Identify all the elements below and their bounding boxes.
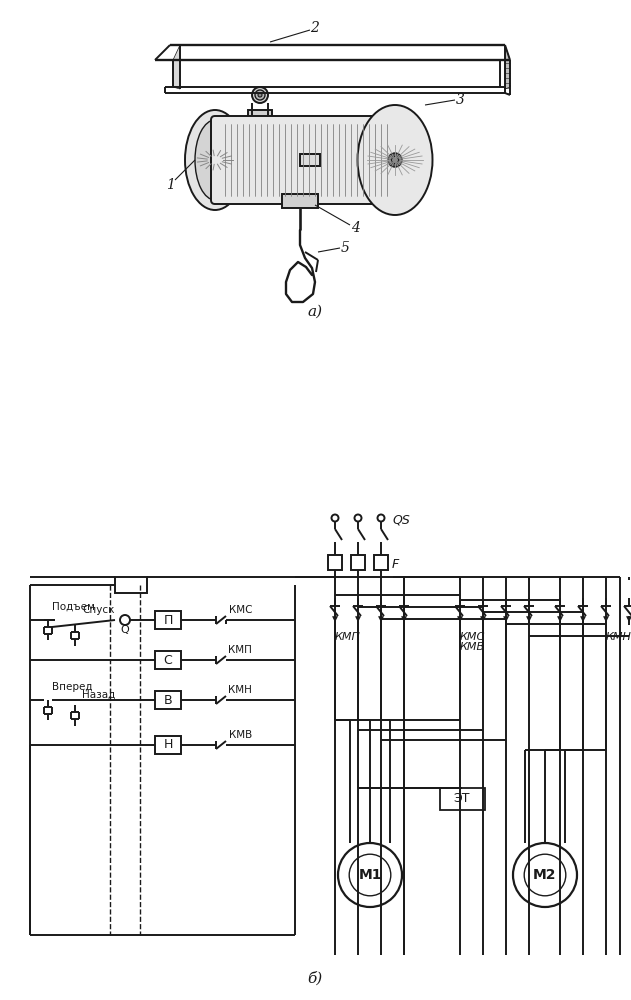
Ellipse shape <box>185 110 245 210</box>
Text: КМП: КМП <box>228 645 252 655</box>
Bar <box>155 691 181 709</box>
Text: б): б) <box>307 971 322 985</box>
Bar <box>440 788 485 810</box>
Text: 5: 5 <box>341 241 350 255</box>
Text: F: F <box>392 558 399 570</box>
Circle shape <box>255 90 265 100</box>
Bar <box>328 555 342 570</box>
Text: С: С <box>163 654 172 666</box>
Bar <box>155 736 181 754</box>
Text: 4: 4 <box>351 221 360 235</box>
Text: 1: 1 <box>165 178 174 192</box>
Text: Назад: Назад <box>82 690 115 700</box>
Text: 2: 2 <box>310 21 319 35</box>
Text: КМП: КМП <box>335 632 361 642</box>
Polygon shape <box>173 45 180 89</box>
Text: КМН: КМН <box>228 685 252 695</box>
Bar <box>351 555 365 570</box>
Text: КМВ: КМВ <box>229 730 252 740</box>
Bar <box>115 577 147 593</box>
Polygon shape <box>505 45 510 89</box>
Bar <box>300 154 320 166</box>
Text: М1: М1 <box>358 868 382 882</box>
Bar <box>282 194 318 208</box>
Text: КМВ: КМВ <box>460 642 485 652</box>
Circle shape <box>331 514 338 522</box>
Text: Н: Н <box>163 738 173 752</box>
Text: а): а) <box>307 305 322 319</box>
Circle shape <box>524 854 566 896</box>
Text: QS: QS <box>392 514 410 526</box>
Circle shape <box>377 514 384 522</box>
Circle shape <box>252 87 268 103</box>
Circle shape <box>391 156 399 163</box>
Circle shape <box>355 514 362 522</box>
Text: Вперед: Вперед <box>52 682 93 692</box>
Text: Q: Q <box>121 625 129 635</box>
Bar <box>374 555 388 570</box>
Text: КМС: КМС <box>228 605 252 615</box>
Text: М2: М2 <box>533 868 557 882</box>
Ellipse shape <box>358 105 432 215</box>
Text: 3: 3 <box>456 93 464 107</box>
Circle shape <box>338 843 402 907</box>
Text: КМН: КМН <box>606 632 631 642</box>
Text: ЭТ: ЭТ <box>454 792 470 806</box>
Circle shape <box>258 93 262 97</box>
Ellipse shape <box>195 120 235 200</box>
Circle shape <box>349 854 391 896</box>
Text: Подъем: Подъем <box>52 602 95 612</box>
Text: Спуск: Спуск <box>82 605 114 615</box>
Text: КМС: КМС <box>460 632 485 642</box>
Circle shape <box>388 153 402 167</box>
Bar <box>155 651 181 669</box>
Circle shape <box>513 843 577 907</box>
Text: В: В <box>163 694 172 706</box>
Text: П: П <box>163 613 173 626</box>
FancyBboxPatch shape <box>211 116 399 204</box>
Bar <box>155 611 181 629</box>
Bar <box>248 110 272 118</box>
Circle shape <box>120 615 130 625</box>
